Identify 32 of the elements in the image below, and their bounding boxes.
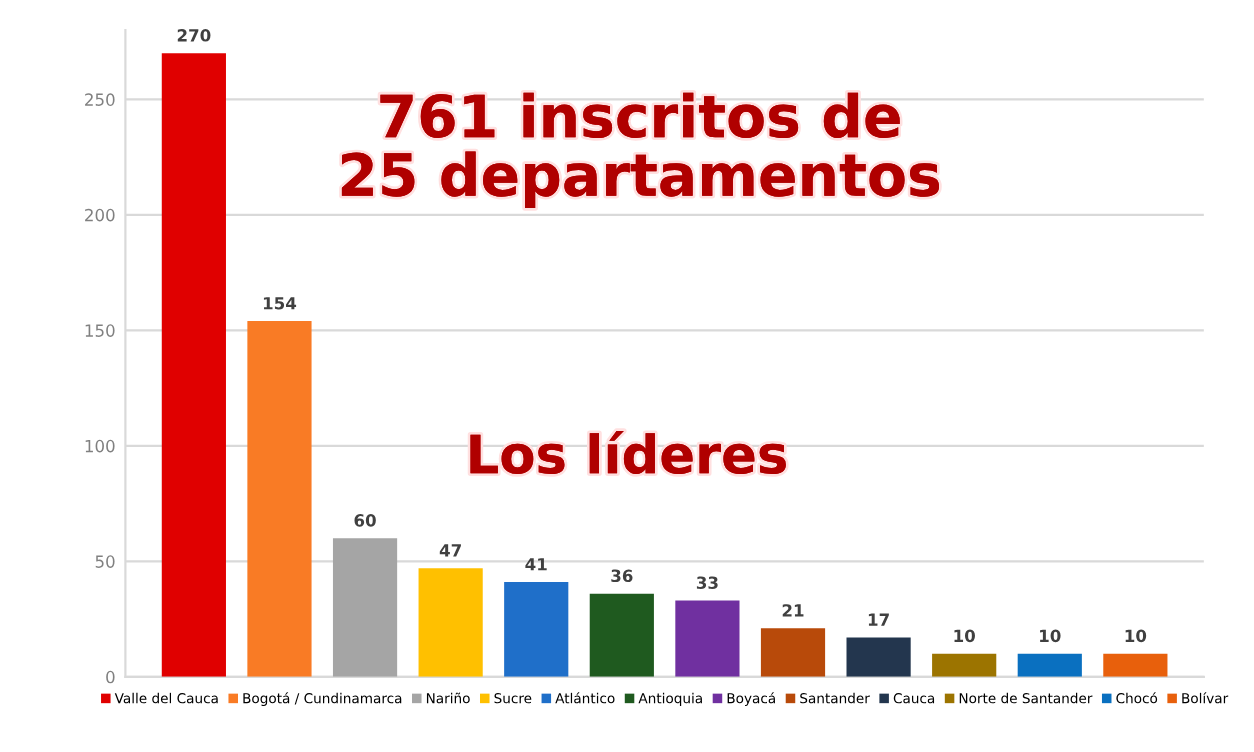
bar: [332, 538, 398, 677]
data-label: 47: [439, 544, 461, 557]
annotation: 761 inscritos de 25 departamentos: [341, 92, 940, 208]
bar: [932, 653, 997, 677]
y-tick-label: 50: [95, 555, 115, 568]
y-tick-label: 250: [85, 93, 115, 106]
data-label: 33: [696, 576, 718, 590]
y-tick-label: 200: [85, 208, 115, 222]
bar: [418, 568, 483, 677]
bar: [589, 593, 654, 677]
data-label: 21: [782, 604, 804, 617]
data-label: 17: [868, 613, 889, 626]
data-label: 41: [525, 558, 547, 571]
y-tick-label: 0: [106, 670, 115, 684]
bar: [161, 53, 226, 677]
bar: [1103, 653, 1168, 677]
data-label: 60: [354, 514, 376, 527]
bar: [504, 582, 569, 677]
data-label: 154: [263, 297, 297, 310]
bar: [675, 600, 740, 677]
data-label: 10: [1040, 629, 1061, 643]
y-tick-label: 100: [85, 439, 115, 453]
y-tick-label: 150: [85, 324, 115, 337]
data-label: 270: [177, 29, 211, 42]
bar: [247, 321, 312, 677]
data-label: 36: [611, 569, 633, 583]
bar: [1017, 653, 1082, 677]
bar: [846, 637, 911, 677]
data-label: 10: [1125, 629, 1147, 643]
annotation: Los líderes: [470, 431, 786, 475]
data-label: 10: [954, 629, 975, 643]
bar: [760, 628, 826, 677]
